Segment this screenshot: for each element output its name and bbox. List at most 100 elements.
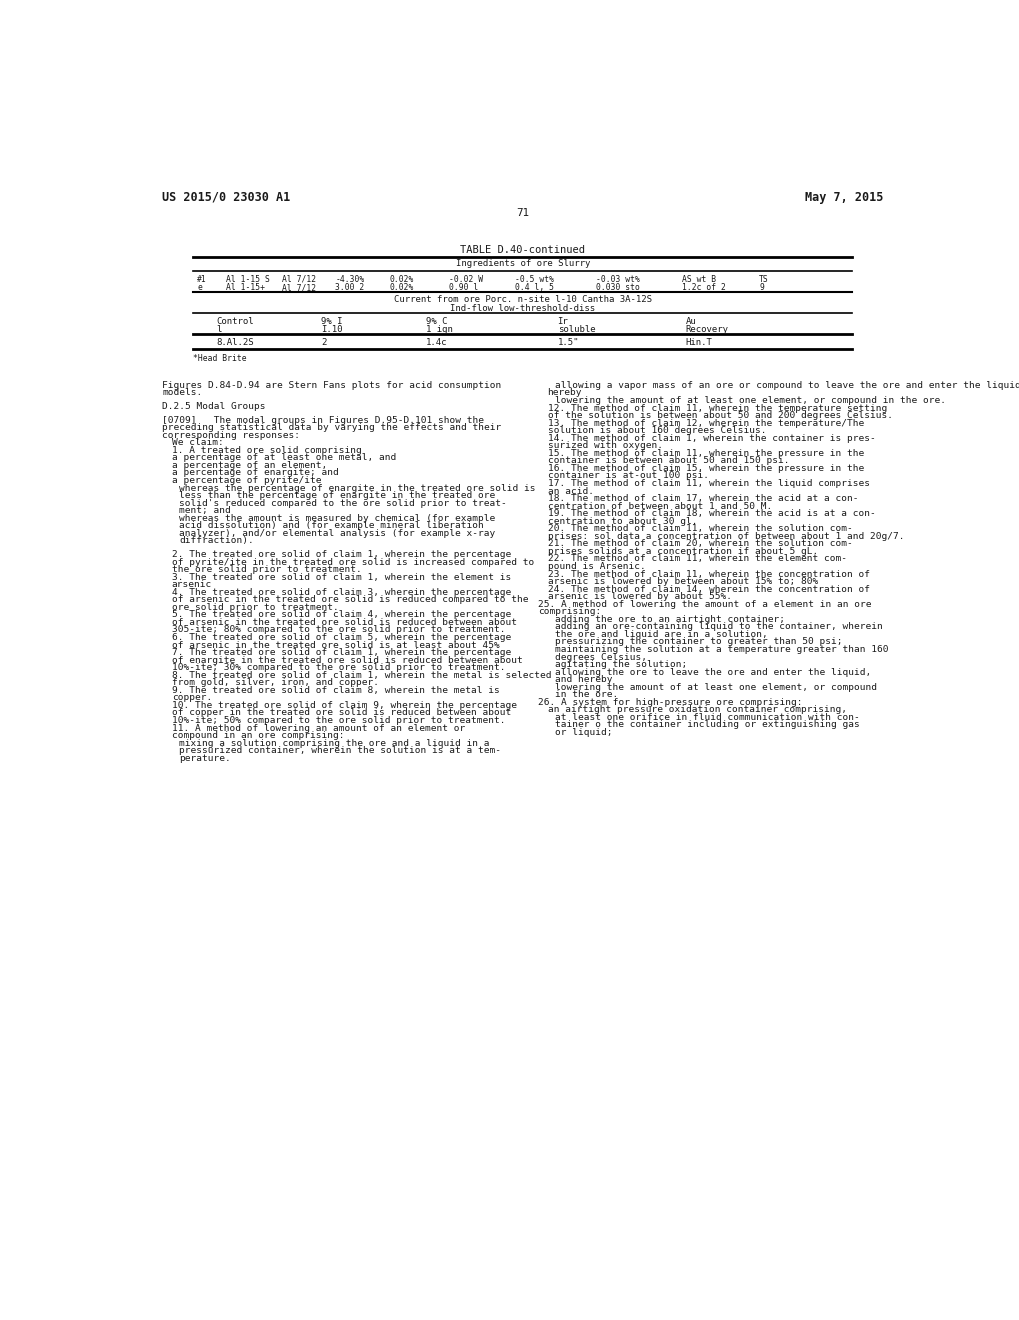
Text: 12. The method of claim 11, wherein the temperature setting: 12. The method of claim 11, wherein the …: [547, 404, 886, 413]
Text: surized with oxygen.: surized with oxygen.: [547, 441, 662, 450]
Text: models.: models.: [162, 388, 203, 397]
Text: from gold, silver, iron, and copper.: from gold, silver, iron, and copper.: [171, 678, 378, 688]
Text: 0.02%: 0.02%: [389, 275, 414, 284]
Text: 22. The method of claim 11, wherein the element com-: 22. The method of claim 11, wherein the …: [547, 554, 846, 564]
Text: 15. The method of claim 11, wherein the pressure in the: 15. The method of claim 11, wherein the …: [547, 449, 863, 458]
Text: 1.4c: 1.4c: [426, 338, 447, 347]
Text: 2: 2: [321, 338, 326, 347]
Text: compound in an ore comprising:: compound in an ore comprising:: [171, 731, 343, 741]
Text: 0.02%: 0.02%: [389, 284, 414, 292]
Text: Control: Control: [216, 317, 254, 326]
Text: of enargite in the treated ore solid is reduced between about: of enargite in the treated ore solid is …: [171, 656, 522, 664]
Text: -0.02 W: -0.02 W: [448, 275, 483, 284]
Text: 25. A method of lowering the amount of a element in an ore: 25. A method of lowering the amount of a…: [538, 599, 871, 609]
Text: 1.2c of 2: 1.2c of 2: [681, 284, 725, 292]
Text: [0709]   The modal groups in Figures D.95-D.101 show the: [0709] The modal groups in Figures D.95-…: [162, 416, 484, 425]
Text: 8.Al.2S: 8.Al.2S: [216, 338, 254, 347]
Text: comprising:: comprising:: [538, 607, 601, 616]
Text: a percentage of pyrite/ite: a percentage of pyrite/ite: [171, 477, 321, 484]
Text: Al 7/12: Al 7/12: [282, 284, 316, 292]
Text: Al 7/12: Al 7/12: [282, 275, 316, 284]
Text: Hin.T: Hin.T: [685, 338, 711, 347]
Text: copper.: copper.: [171, 693, 212, 702]
Text: 1. A treated ore solid comprising: 1. A treated ore solid comprising: [171, 446, 361, 455]
Text: -4.30%: -4.30%: [335, 275, 364, 284]
Text: or liquid;: or liquid;: [554, 729, 612, 737]
Text: 3. The treated ore solid of claim 1, wherein the element is: 3. The treated ore solid of claim 1, whe…: [171, 573, 511, 582]
Text: Au: Au: [685, 317, 696, 326]
Text: AS wt B: AS wt B: [681, 275, 715, 284]
Text: *Head Brite: *Head Brite: [194, 354, 247, 363]
Text: adding an ore-containing liquid to the container, wherein: adding an ore-containing liquid to the c…: [554, 623, 882, 631]
Text: of the solution is between about 50 and 200 degrees Celsius.: of the solution is between about 50 and …: [547, 411, 892, 420]
Text: TABLE D.40-continued: TABLE D.40-continued: [460, 244, 585, 255]
Text: maintaining the solution at a temperature greater than 160: maintaining the solution at a temperatur…: [554, 645, 888, 653]
Text: 0.030 sto: 0.030 sto: [596, 284, 640, 292]
Text: in the ore.: in the ore.: [554, 690, 618, 700]
Text: solid's reduced compared to the ore solid prior to treat-: solid's reduced compared to the ore soli…: [179, 499, 506, 508]
Text: and hereby: and hereby: [554, 676, 612, 684]
Text: soluble: soluble: [557, 325, 595, 334]
Text: 3.00 2: 3.00 2: [335, 284, 364, 292]
Text: preceding statistical data by varying the effects and their: preceding statistical data by varying th…: [162, 424, 501, 432]
Text: the ore and liquid are in a solution,: the ore and liquid are in a solution,: [554, 630, 767, 639]
Text: centration of between about 1 and 50 M.: centration of between about 1 and 50 M.: [547, 502, 771, 511]
Text: 4. The treated ore solid of claim 3, wherein the percentage: 4. The treated ore solid of claim 3, whe…: [171, 587, 511, 597]
Text: 71: 71: [516, 209, 529, 218]
Text: prises: sol data a concentration of between about 1 and 20g/7.: prises: sol data a concentration of betw…: [547, 532, 903, 541]
Text: pressurizing the container to greater than 50 psi;: pressurizing the container to greater th…: [554, 638, 842, 647]
Text: centration to about 30 gl.: centration to about 30 gl.: [547, 516, 696, 525]
Text: arsenic is lowered by about 55%.: arsenic is lowered by about 55%.: [547, 593, 731, 601]
Text: an airtight pressure oxidation container comprising,: an airtight pressure oxidation container…: [547, 705, 846, 714]
Text: 23. The method of claim 11, wherein the concentration of: 23. The method of claim 11, wherein the …: [547, 569, 869, 578]
Text: a percentage of an element,: a percentage of an element,: [171, 461, 327, 470]
Text: the ore solid prior to treatment.: the ore solid prior to treatment.: [171, 565, 361, 574]
Text: 1.5": 1.5": [557, 338, 579, 347]
Text: 17. The method of claim 11, wherein the liquid comprises: 17. The method of claim 11, wherein the …: [547, 479, 869, 488]
Text: prises solids at a concentration if about 5 gL.: prises solids at a concentration if abou…: [547, 546, 817, 556]
Text: 10. The treated ore solid of claim 9, wherein the percentage: 10. The treated ore solid of claim 9, wh…: [171, 701, 517, 710]
Text: Al 1-15+: Al 1-15+: [225, 284, 265, 292]
Text: ore solid prior to treatment.: ore solid prior to treatment.: [171, 603, 338, 611]
Text: 5. The treated ore solid of claim 4, wherein the percentage: 5. The treated ore solid of claim 4, whe…: [171, 610, 511, 619]
Text: of arsenic in the treated ore solid is at least about 45%: of arsenic in the treated ore solid is a…: [171, 640, 499, 649]
Text: acid dissolution) and (for example mineral liberation: acid dissolution) and (for example miner…: [179, 521, 484, 531]
Text: container is between about 50 and 150 psi.: container is between about 50 and 150 ps…: [547, 457, 789, 466]
Text: 13. The method of claim 12, wherein the temperature/The: 13. The method of claim 12, wherein the …: [547, 418, 863, 428]
Text: Ind-flow low-threshold-diss: Ind-flow low-threshold-diss: [449, 304, 595, 313]
Text: 0.4 l, 5: 0.4 l, 5: [515, 284, 553, 292]
Text: arsenic is lowered by between about 15% to; 80%: arsenic is lowered by between about 15% …: [547, 577, 817, 586]
Text: container is at-out 100 psi.: container is at-out 100 psi.: [547, 471, 708, 480]
Text: May 7, 2015: May 7, 2015: [804, 191, 882, 203]
Text: 26. A system for high-pressure ore comprising:: 26. A system for high-pressure ore compr…: [538, 698, 802, 708]
Text: Current from ore Porc. n-site l-10 Cantha 3A-12S: Current from ore Porc. n-site l-10 Canth…: [393, 296, 651, 305]
Text: D.2.5 Modal Groups: D.2.5 Modal Groups: [162, 403, 266, 411]
Text: of copper in the treated ore solid is reduced between about: of copper in the treated ore solid is re…: [171, 709, 511, 718]
Text: 24. The method of claim 14, wherein the concentration of: 24. The method of claim 14, wherein the …: [547, 585, 869, 594]
Text: 20. The method of claim 11, wherein the solution com-: 20. The method of claim 11, wherein the …: [547, 524, 852, 533]
Text: 305-ite; 80% compared to the ore solid prior to treatment.: 305-ite; 80% compared to the ore solid p…: [171, 626, 504, 635]
Text: mixing a solution comprising the ore and a liquid in a: mixing a solution comprising the ore and…: [179, 739, 489, 747]
Text: e: e: [197, 284, 202, 292]
Text: agitating the solution;: agitating the solution;: [554, 660, 687, 669]
Text: l: l: [216, 325, 222, 334]
Text: -0.03 wt%: -0.03 wt%: [596, 275, 640, 284]
Text: 2. The treated ore solid of claim 1, wherein the percentage: 2. The treated ore solid of claim 1, whe…: [171, 550, 511, 558]
Text: Ingredients of ore Slurry: Ingredients of ore Slurry: [455, 259, 589, 268]
Text: solution is about 160 degrees Celsius.: solution is about 160 degrees Celsius.: [547, 426, 765, 436]
Text: 16. The method of claim 15, wherein the pressure in the: 16. The method of claim 15, wherein the …: [547, 463, 863, 473]
Text: whereas the percentage of enargite in the treated ore solid is: whereas the percentage of enargite in th…: [179, 483, 535, 492]
Text: US 2015/0 23030 A1: US 2015/0 23030 A1: [162, 191, 290, 203]
Text: diffraction).: diffraction).: [179, 536, 254, 545]
Text: pound is Arsenic.: pound is Arsenic.: [547, 562, 645, 572]
Text: Recovery: Recovery: [685, 325, 728, 334]
Text: 11. A method of lowering an amount of an element or: 11. A method of lowering an amount of an…: [171, 723, 465, 733]
Text: 14. The method of claim 1, wherein the container is pres-: 14. The method of claim 1, wherein the c…: [547, 434, 874, 442]
Text: #1: #1: [197, 275, 207, 284]
Text: corresponding responses:: corresponding responses:: [162, 430, 300, 440]
Text: 1 ign: 1 ign: [426, 325, 452, 334]
Text: We claim:: We claim:: [171, 438, 223, 447]
Text: 9% I: 9% I: [321, 317, 342, 326]
Text: 0.90 l: 0.90 l: [448, 284, 478, 292]
Text: hereby: hereby: [547, 388, 582, 397]
